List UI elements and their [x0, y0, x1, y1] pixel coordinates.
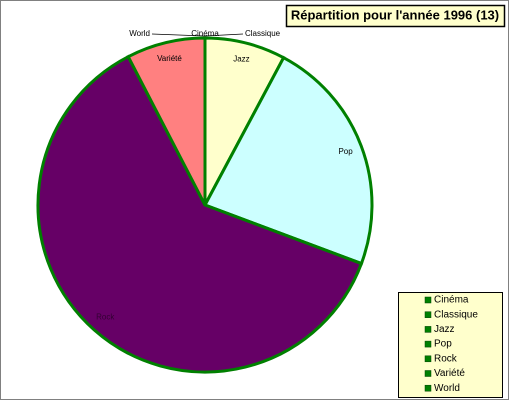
- title-box: [285, 4, 506, 28]
- legend-label: Variété: [434, 368, 465, 379]
- legend-marker: [424, 370, 432, 377]
- legend-label: Rock: [434, 353, 458, 364]
- slice-label: Jazz: [233, 54, 249, 63]
- legend-box: [398, 292, 503, 398]
- legend-marker: [424, 355, 432, 363]
- slice-label: Pop: [338, 147, 353, 156]
- legend-marker: [424, 340, 432, 348]
- slice-label: Cinéma: [191, 29, 219, 38]
- legend-marker: [424, 311, 432, 318]
- slice-label: Rock: [96, 313, 115, 322]
- slice-label: Classique: [245, 29, 281, 38]
- pie-slice: [36, 54, 364, 374]
- slice-label: Variété: [157, 54, 182, 63]
- legend-marker: [424, 384, 432, 392]
- leader-line: [151, 33, 206, 37]
- pie-slice: [202, 55, 374, 266]
- slice-label: World: [129, 29, 150, 38]
- chart-title: Répartition pour l'année 1996 (13): [291, 7, 499, 22]
- legend-label: World: [434, 383, 460, 394]
- legend-label: Classique: [434, 309, 478, 320]
- legend-label: Jazz: [434, 324, 455, 335]
- legend-marker: [424, 296, 432, 304]
- legend-marker: [424, 326, 432, 333]
- leader-line: [204, 33, 244, 37]
- legend-label: Cinéma: [434, 295, 469, 306]
- legend-label: Pop: [434, 339, 452, 350]
